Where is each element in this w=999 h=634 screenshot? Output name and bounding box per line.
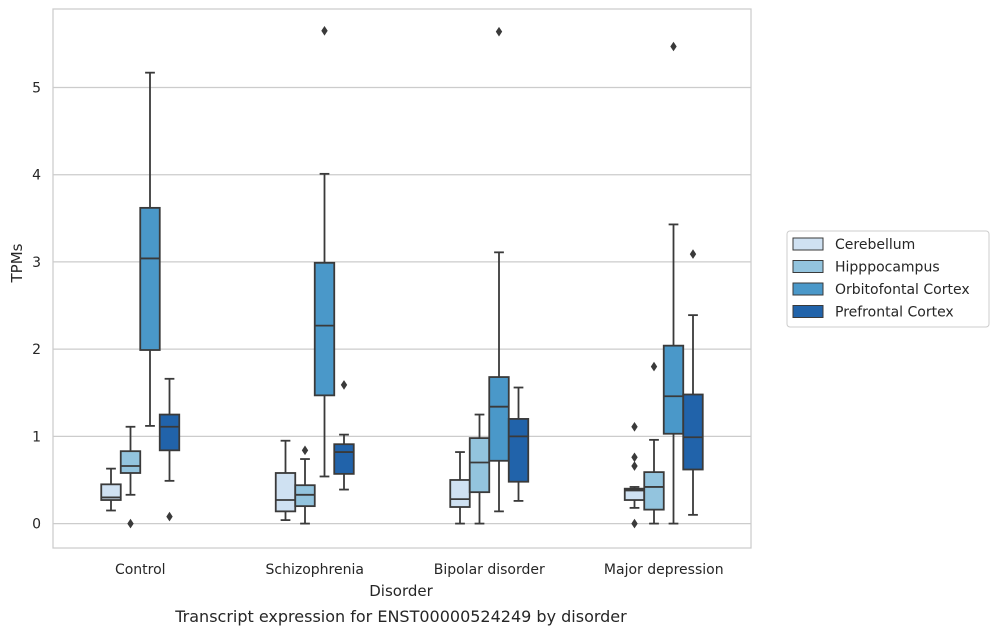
x-tick-label: Control (115, 562, 166, 578)
box-iqr (662, 344, 685, 435)
legend-swatch (792, 305, 824, 318)
box-prefrontal-cortex (507, 386, 530, 502)
x-axis-label: Disorder (369, 582, 433, 600)
legend-item: Cerebellum (792, 237, 915, 253)
x-tick-label: Bipolar disorder (434, 562, 545, 578)
box-hipppocampus (294, 445, 316, 525)
box-orbitofontal-cortex (139, 71, 161, 427)
outlier-point (670, 41, 677, 52)
outlier-point (631, 518, 638, 529)
box-cerebellum (623, 421, 646, 529)
plot-area-frame (52, 8, 752, 549)
box-hipppocampus (468, 413, 491, 525)
y-tick-label: 1 (32, 429, 41, 445)
x-tick-label: Schizophrenia (266, 562, 364, 578)
legend-label: Prefrontal Cortex (835, 305, 954, 321)
outlier-point (340, 380, 348, 390)
box-cerebellum (449, 451, 471, 525)
outlier-point (301, 445, 309, 456)
box-hipppocampus (643, 361, 665, 525)
box-iqr (100, 483, 122, 501)
outlier-point (321, 26, 328, 36)
box-iqr (643, 471, 665, 511)
y-tick-label: 5 (32, 80, 41, 96)
box-iqr (449, 479, 471, 508)
box-orbitofontal-cortex (488, 26, 510, 513)
box-iqr (119, 450, 142, 474)
box-iqr (468, 437, 491, 494)
box-prefrontal-cortex (158, 377, 181, 522)
box-prefrontal-cortex (333, 380, 355, 491)
legend-label: Orbitofontal Cortex (835, 282, 970, 298)
legend-swatch (792, 282, 824, 296)
box-iqr (274, 472, 297, 513)
box-hipppocampus (119, 425, 142, 529)
y-tick-label: 4 (32, 168, 41, 184)
y-axis-ticks: 0 1 2 3 4 5 (32, 80, 41, 532)
outlier-point (631, 461, 638, 471)
outlier-point (689, 249, 697, 259)
legend-item: Prefrontal Cortex (792, 305, 954, 321)
outlier-point (166, 511, 173, 522)
box-orbitofontal-cortex (313, 26, 336, 478)
legend-swatch (792, 260, 824, 273)
box-iqr (313, 261, 336, 397)
box-orbitofontal-cortex (662, 41, 685, 525)
box-plot-boxes (100, 26, 704, 529)
outlier-point (127, 518, 134, 529)
y-tick-label: 0 (32, 517, 41, 533)
outlier-point (631, 421, 638, 432)
box-iqr (488, 376, 510, 462)
box-iqr (139, 206, 161, 351)
legend-label: Cerebellum (835, 237, 915, 253)
legend: Cerebellum Hipppocampus Orbitofontal Corte… (786, 230, 990, 328)
y-tick-label: 3 (32, 255, 41, 271)
legend-item: Orbitofontal Cortex (792, 282, 970, 298)
x-axis-ticks: Control Schizophrenia Bipolar disorder Majo… (115, 562, 724, 578)
box-iqr (682, 393, 704, 471)
outlier-point (631, 452, 638, 463)
outlier-point (650, 361, 658, 372)
legend-swatch (792, 237, 824, 251)
box-prefrontal-cortex (682, 249, 704, 516)
y-tick-label: 2 (32, 342, 41, 358)
legend-frame (786, 230, 990, 328)
box-cerebellum (274, 439, 297, 521)
box-iqr (507, 418, 530, 483)
box-cerebellum (100, 467, 122, 512)
chart-caption: Transcript expression for ENST0000052424… (174, 607, 627, 626)
box-iqr (158, 413, 181, 452)
outlier-point (495, 26, 503, 37)
legend-item: Hipppocampus (792, 260, 940, 276)
box-iqr (333, 443, 355, 475)
y-axis-label: TPMs (8, 243, 26, 283)
x-tick-label: Major depression (604, 562, 724, 578)
legend-label: Hipppocampus (835, 260, 940, 276)
